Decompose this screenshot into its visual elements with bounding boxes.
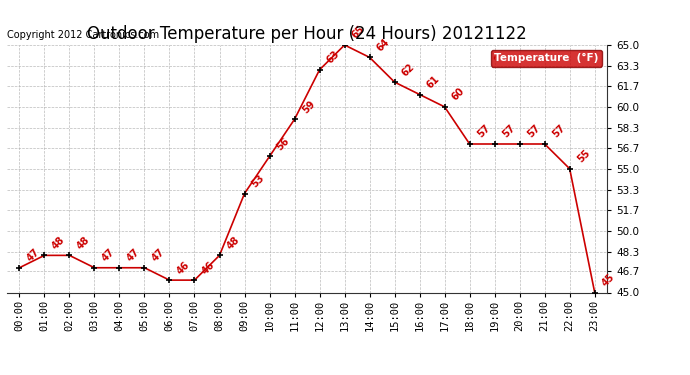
Text: 48: 48 <box>225 234 241 251</box>
Text: 47: 47 <box>25 247 41 264</box>
Text: 46: 46 <box>175 260 192 276</box>
Text: 53: 53 <box>250 173 267 189</box>
Text: 57: 57 <box>475 123 492 140</box>
Text: 62: 62 <box>400 62 417 78</box>
Legend: Temperature  (°F): Temperature (°F) <box>491 50 602 66</box>
Text: 57: 57 <box>550 123 567 140</box>
Text: 63: 63 <box>325 49 342 66</box>
Text: 55: 55 <box>575 148 592 165</box>
Text: 61: 61 <box>425 74 442 90</box>
Text: 47: 47 <box>125 247 141 264</box>
Title: Outdoor Temperature per Hour (24 Hours) 20121122: Outdoor Temperature per Hour (24 Hours) … <box>87 26 527 44</box>
Text: 59: 59 <box>300 99 317 115</box>
Text: 57: 57 <box>500 123 517 140</box>
Text: 45: 45 <box>600 272 617 288</box>
Text: 64: 64 <box>375 37 392 53</box>
Text: 60: 60 <box>450 86 467 103</box>
Text: 48: 48 <box>50 234 67 251</box>
Text: 57: 57 <box>525 123 542 140</box>
Text: 48: 48 <box>75 234 92 251</box>
Text: 47: 47 <box>100 247 117 264</box>
Text: 56: 56 <box>275 136 292 152</box>
Text: 46: 46 <box>200 260 217 276</box>
Text: Copyright 2012 Cartronics.com: Copyright 2012 Cartronics.com <box>7 30 159 40</box>
Text: 47: 47 <box>150 247 167 264</box>
Text: 65: 65 <box>350 24 367 41</box>
